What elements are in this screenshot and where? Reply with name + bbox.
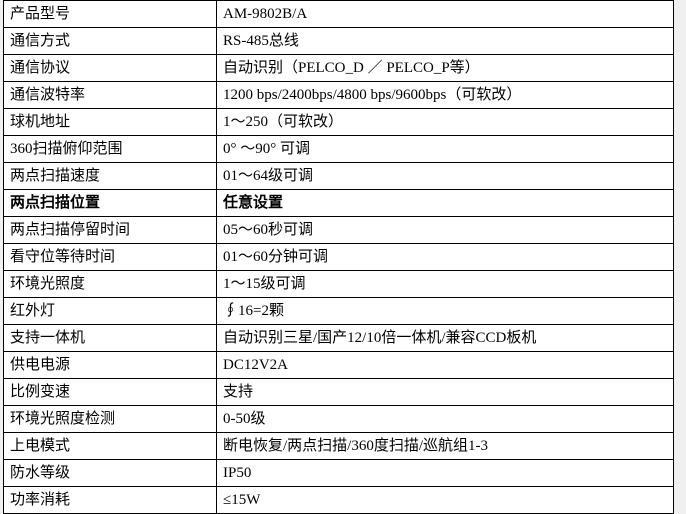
- spec-label-cell: 上电模式: [3, 432, 217, 460]
- table-row: 通信协议 自动识别（PELCO_D ／ PELCO_P等）: [3, 54, 674, 82]
- spec-value-cell: 1～15级可调: [216, 270, 674, 298]
- spec-value-cell: 01～60分钟可调: [216, 243, 674, 271]
- spec-value-cell: DC12V2A: [216, 351, 674, 379]
- spec-value-cell: 1200 bps/2400bps/4800 bps/9600bps（可软改）: [216, 81, 674, 109]
- spec-value-cell: RS-485总线: [216, 27, 674, 55]
- spec-value-cell: 0-50级: [216, 405, 674, 433]
- spec-label-cell: 供电电源: [3, 351, 217, 379]
- spec-label-cell: 通信方式: [3, 27, 217, 55]
- spec-value-cell: AM-9802B/A: [216, 0, 674, 28]
- spec-label-cell: 功率消耗: [3, 486, 217, 514]
- spec-label-cell: 支持一体机: [3, 324, 217, 352]
- table-row: 环境光照度 1～15级可调: [3, 270, 674, 298]
- table-row: 防水等级 IP50: [3, 459, 674, 487]
- table-row: 通信方式 RS-485总线: [3, 27, 674, 55]
- spec-label-cell: 球机地址: [3, 108, 217, 136]
- spec-value-cell: 01～64级可调: [216, 162, 674, 190]
- table-row: 环境光照度检测 0-50级: [3, 405, 674, 433]
- spec-value-cell: 自动识别三星/国产12/10倍一体机/兼容CCD板机: [216, 324, 674, 352]
- table-row: 两点扫描速度 01～64级可调: [3, 162, 674, 190]
- table-row: 360扫描俯仰范围 0° ～90° 可调: [3, 135, 674, 163]
- spec-value-cell: ≤15W: [216, 486, 674, 514]
- spec-value-cell: 断电恢复/两点扫描/360度扫描/巡航组1-3: [216, 432, 674, 460]
- spec-label-cell: 看守位等待时间: [3, 243, 217, 271]
- table-row: 看守位等待时间 01～60分钟可调: [3, 243, 674, 271]
- spec-label-cell: 环境光照度检测: [3, 405, 217, 433]
- table-row: 比例变速 支持: [3, 378, 674, 406]
- table-row: 产品型号 AM-9802B/A: [3, 0, 674, 28]
- table-row: 供电电源 DC12V2A: [3, 351, 674, 379]
- spec-value-cell: IP50: [216, 459, 674, 487]
- spec-label-cell: 两点扫描速度: [3, 162, 217, 190]
- spec-label-cell: 防水等级: [3, 459, 217, 487]
- specification-table-container: 产品型号 AM-9802B/A 通信方式 RS-485总线 通信协议 自动识别（PELCO…: [3, 0, 674, 514]
- spec-value-cell: 支持: [216, 378, 674, 406]
- spec-label-cell: 360扫描俯仰范围: [3, 135, 217, 163]
- specification-table-body: 产品型号 AM-9802B/A 通信方式 RS-485总线 通信协议 自动识别（PELCO…: [3, 0, 674, 514]
- spec-label-cell: 红外灯: [3, 297, 217, 325]
- spec-value-cell: 自动识别（PELCO_D ／ PELCO_P等）: [216, 54, 674, 82]
- spec-label-cell: 比例变速: [3, 378, 217, 406]
- table-row: 支持一体机 自动识别三星/国产12/10倍一体机/兼容CCD板机: [3, 324, 674, 352]
- spec-label-cell: 两点扫描停留时间: [3, 216, 217, 244]
- spec-label-cell: 通信波特率: [3, 81, 217, 109]
- spec-label-cell: 两点扫描位置: [3, 189, 217, 217]
- spec-value-cell: 0° ～90° 可调: [216, 135, 674, 163]
- spec-label-cell: 产品型号: [3, 0, 217, 28]
- spec-value-cell: 1～250（可软改）: [216, 108, 674, 136]
- table-row: 上电模式 断电恢复/两点扫描/360度扫描/巡航组1-3: [3, 432, 674, 460]
- spec-value-cell: 任意设置: [216, 189, 674, 217]
- spec-label-cell: 通信协议: [3, 54, 217, 82]
- table-row: 球机地址 1～250（可软改）: [3, 108, 674, 136]
- spec-value-cell: ∮16=2颗: [216, 297, 674, 325]
- spec-value-cell: 05～60秒可调: [216, 216, 674, 244]
- spec-label-cell: 环境光照度: [3, 270, 217, 298]
- table-row: 红外灯 ∮16=2颗: [3, 297, 674, 325]
- product-specification-table: 产品型号 AM-9802B/A 通信方式 RS-485总线 通信协议 自动识别（PELCO…: [3, 0, 674, 514]
- table-row: 两点扫描停留时间 05～60秒可调: [3, 216, 674, 244]
- table-row: 通信波特率 1200 bps/2400bps/4800 bps/9600bps（可…: [3, 81, 674, 109]
- table-row: 两点扫描位置 任意设置: [3, 189, 674, 217]
- table-row: 功率消耗 ≤15W: [3, 486, 674, 514]
